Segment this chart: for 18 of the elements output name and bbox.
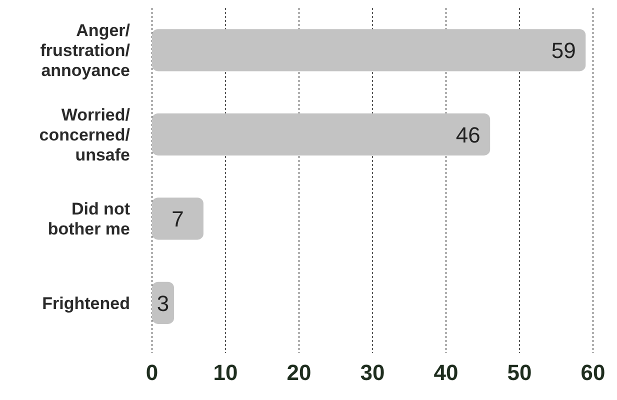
- y-tick-label: Anger/ frustration/ annoyance: [40, 21, 130, 80]
- x-tick-label: 60: [580, 360, 606, 385]
- data-label: 59: [551, 38, 576, 64]
- x-tick-label: 0: [146, 360, 158, 385]
- bar: [152, 113, 490, 156]
- x-tick-label: 40: [434, 360, 458, 385]
- x-tick-label: 50: [507, 360, 532, 385]
- data-label: 46: [456, 122, 480, 148]
- y-tick-label: Did not bother me: [48, 200, 130, 239]
- bar: [152, 198, 204, 240]
- data-label: 3: [156, 290, 170, 316]
- bar: [152, 29, 586, 72]
- y-tick-label: Worried/ concerned/ unsafe: [39, 105, 130, 164]
- x-tick-label: 20: [286, 360, 312, 385]
- x-tick-label: 10: [213, 360, 238, 385]
- data-label: 7: [172, 206, 184, 232]
- x-tick-label: 30: [360, 360, 385, 385]
- y-tick-label: Frightened: [42, 294, 130, 313]
